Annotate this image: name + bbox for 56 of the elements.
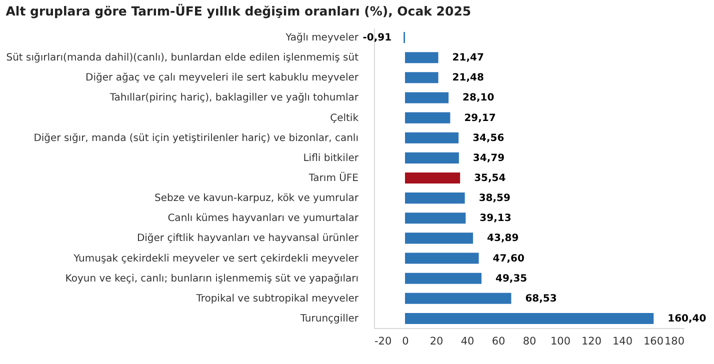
y-tick-label: Diğer sığır, manda (süt için yetiştirilenler hariç) ve bizonlar, canlı <box>34 132 358 144</box>
bar <box>405 132 459 144</box>
data-label: 34,56 <box>472 132 504 144</box>
y-tick-label: Çeltik <box>330 112 359 124</box>
y-tick-label: Yumuşak çekirdekli meyveler ve sert çekirdekli meyveler <box>72 253 360 264</box>
y-tick-label: Sebze ve kavun-karpuz, kök ve yumrular <box>154 193 360 204</box>
bar <box>405 192 465 204</box>
bar <box>405 312 654 324</box>
bar <box>405 272 482 284</box>
data-label: 21,48 <box>452 72 484 84</box>
y-tick-label: Süt sığırları(manda dahil)(canlı), bunlardan elde edilen işlenmemiş süt <box>6 52 359 64</box>
y-tick-label: Tropikal ve subtropikal meyveler <box>195 293 360 304</box>
y-tick-label: Tarım ÜFE <box>308 171 358 184</box>
y-tick-label: Koyun ve keçi, canlı; bunların işlenmemiş süt ve yapağıları <box>65 273 358 284</box>
bar <box>405 152 459 164</box>
bar <box>405 72 438 84</box>
x-tick-label: -20 <box>374 336 392 348</box>
bar <box>405 252 479 264</box>
data-label: 28,10 <box>462 92 494 104</box>
x-tick-label: 60 <box>492 336 506 348</box>
data-label: 34,79 <box>472 152 505 164</box>
x-tick-label: 40 <box>460 336 474 348</box>
data-label: 43,89 <box>487 233 519 244</box>
bar <box>405 292 512 304</box>
data-label: 68,53 <box>525 293 557 304</box>
y-tick-label: Lifli bitkiler <box>303 152 360 164</box>
text: Alt gruplara göre Tarım-ÜFE yıllık değişim oranları (%), Ocak 2025 <box>6 4 472 18</box>
y-tick-label: Turunçgiller <box>299 313 360 324</box>
data-label: 49,35 <box>495 273 528 284</box>
x-tick-label: 160 <box>643 336 664 348</box>
bar <box>405 52 438 64</box>
x-tick-label: 80 <box>522 336 536 348</box>
data-label: 160,40 <box>668 313 706 324</box>
data-label: -0,91 <box>362 32 392 44</box>
data-label: 38,59 <box>478 193 510 204</box>
bar <box>405 92 449 104</box>
bar <box>405 232 474 244</box>
y-tick-label: Diğer çiftlik hayvanları ve hayvansal ürünler <box>136 233 360 244</box>
y-tick-label: Tahıllar(pirinç hariç), baklagiller ve yağlı tohumlar <box>108 92 360 104</box>
x-tick-label: 20 <box>430 336 444 348</box>
y-tick-label: Canlı kümes hayvanları ve yumurtalar <box>168 213 360 224</box>
data-label: 39,13 <box>480 213 512 224</box>
y-tick-label: Diğer ağaç ve çalı meyveleri ile sert kabuklu meyveler <box>86 72 360 84</box>
y-tick-label: Yağlı meyveler <box>284 32 360 44</box>
data-label: 21,47 <box>452 52 484 64</box>
x-tick-label: 100 <box>550 336 571 348</box>
data-label: 47,60 <box>492 253 524 264</box>
bar <box>405 172 460 184</box>
x-tick-label: 120 <box>581 336 602 348</box>
bar <box>405 112 450 124</box>
x-tick-label: 140 <box>612 336 633 348</box>
data-label: 35,54 <box>474 173 506 184</box>
bar <box>405 212 466 224</box>
data-label: 29,17 <box>464 112 496 124</box>
x-tick-label: 0 <box>402 336 409 348</box>
x-tick-label: 180 <box>664 336 684 348</box>
